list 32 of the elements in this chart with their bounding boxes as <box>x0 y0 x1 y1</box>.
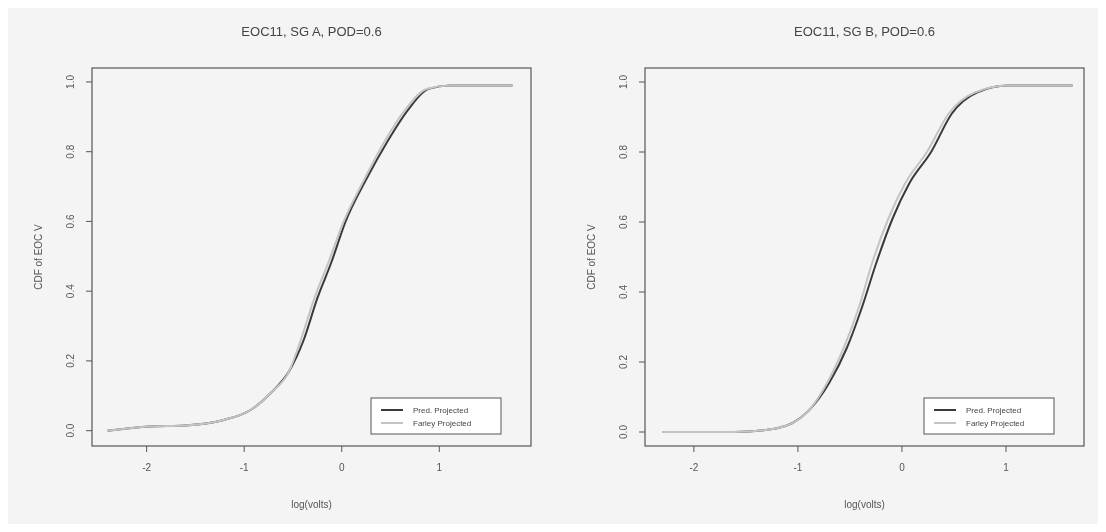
x-tick-label: -2 <box>689 462 699 473</box>
y-tick-label: 0.4 <box>65 283 76 299</box>
x-tick-label: 1 <box>436 462 443 473</box>
y-tick-label: 0.0 <box>65 423 76 438</box>
x-axis-title: log(volts) <box>844 499 885 510</box>
chart-title: EOC11, SG A, POD=0.6 <box>241 24 382 39</box>
y-tick-label: 0.0 <box>618 424 629 439</box>
y-tick-label: 1.0 <box>618 74 629 89</box>
y-tick-label: 0.2 <box>65 353 76 368</box>
x-tick-label: 0 <box>338 462 345 473</box>
legend-label: Pred. Projected <box>413 406 469 415</box>
line-series <box>106 84 514 432</box>
x-tick-label: -1 <box>239 462 250 473</box>
chart-title: EOC11, SG B, POD=0.6 <box>793 24 936 39</box>
y-tick-label: 0.4 <box>618 284 629 299</box>
legend-label: Pred. Projected <box>966 406 1022 415</box>
x-tick-label: 0 <box>899 462 906 473</box>
legend-label: Farley Projected <box>966 419 1025 428</box>
y-axis-title: CDF of EOC V <box>586 223 597 290</box>
y-tick-label: 0.8 <box>65 144 76 159</box>
x-tick-label: -1 <box>793 462 803 473</box>
y-tick-label: 0.2 <box>618 354 629 369</box>
legend-label: Farley Projected <box>413 419 472 428</box>
y-tick-label: 0.6 <box>618 214 629 229</box>
y-tick-label: 0.8 <box>618 144 629 159</box>
line-series <box>661 84 1074 433</box>
x-tick-label: 1 <box>1003 462 1010 473</box>
y-tick-label: 0.6 <box>65 214 76 229</box>
x-axis-title: log(volts) <box>291 499 332 510</box>
y-axis-title: CDF of EOC V <box>33 223 44 290</box>
y-tick-label: 1.0 <box>65 74 76 89</box>
x-tick-label: -2 <box>142 462 152 473</box>
